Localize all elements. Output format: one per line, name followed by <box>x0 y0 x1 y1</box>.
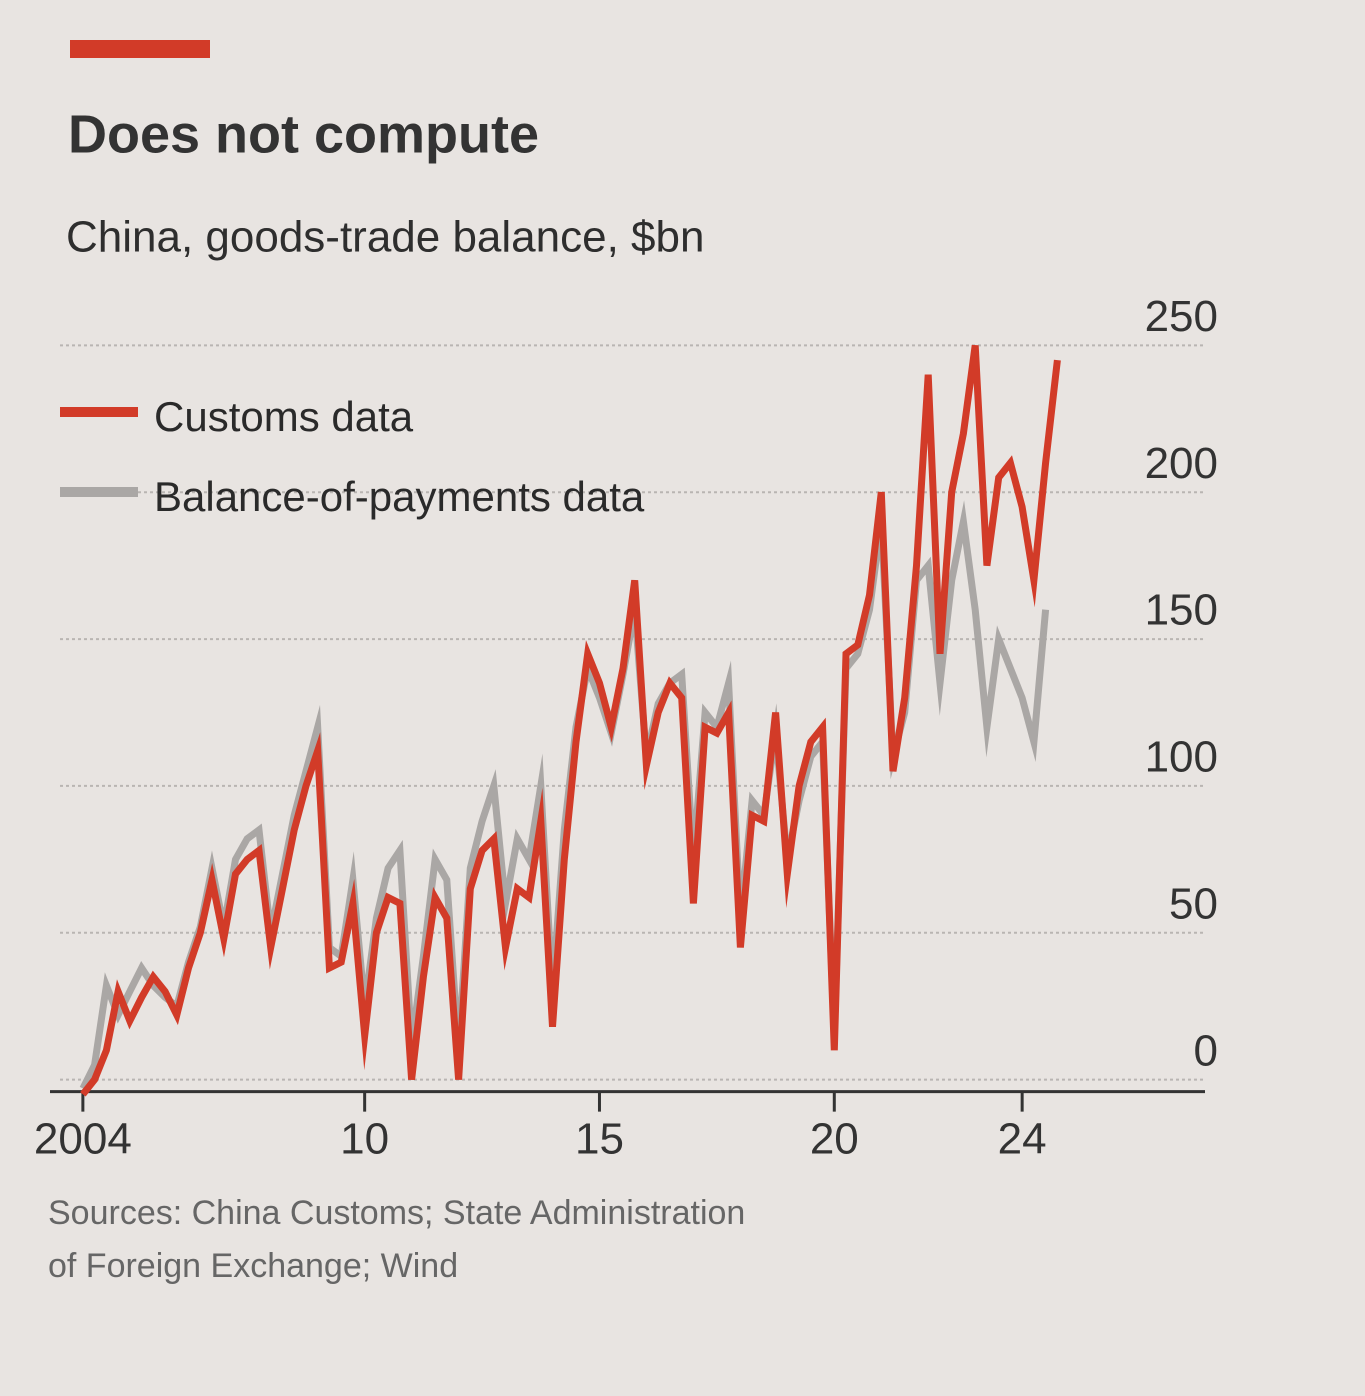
series-line <box>80 344 1061 1097</box>
x-tick-label: 10 <box>340 1114 389 1163</box>
legend-label: Customs data <box>154 393 414 440</box>
series-line <box>79 500 1050 1090</box>
source: Sources: China Customs; State Administra… <box>48 1194 745 1232</box>
y-tick-label: 200 <box>1145 439 1218 488</box>
header-bar <box>70 40 210 58</box>
source: of Foreign Exchange; Wind <box>48 1247 458 1285</box>
legend-label: Balance-of-payments data <box>154 473 645 520</box>
x-tick-label: 15 <box>575 1114 624 1163</box>
x-tick-label: 20 <box>810 1114 859 1163</box>
x-tick-label: 24 <box>998 1114 1047 1163</box>
y-tick-label: 0 <box>1194 1026 1218 1075</box>
y-tick-label: 50 <box>1169 879 1218 928</box>
y-tick-label: 150 <box>1145 586 1218 635</box>
chart-subtitle: China, goods-trade balance, $bn <box>66 213 704 262</box>
chart-title: Does not compute <box>68 104 539 164</box>
y-tick-label: 250 <box>1145 292 1218 341</box>
y-tick-label: 100 <box>1145 733 1218 782</box>
x-tick-label: 2004 <box>34 1114 132 1163</box>
